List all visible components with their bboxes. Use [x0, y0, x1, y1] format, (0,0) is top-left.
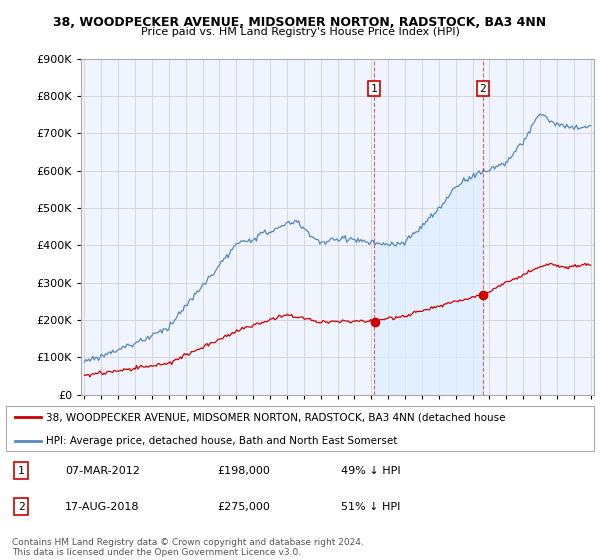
Text: Contains HM Land Registry data © Crown copyright and database right 2024.
This d: Contains HM Land Registry data © Crown c… — [12, 538, 364, 557]
Text: 49% ↓ HPI: 49% ↓ HPI — [341, 465, 401, 475]
Text: 1: 1 — [18, 465, 25, 475]
Text: HPI: Average price, detached house, Bath and North East Somerset: HPI: Average price, detached house, Bath… — [46, 436, 397, 446]
FancyBboxPatch shape — [6, 406, 594, 451]
Text: 51% ↓ HPI: 51% ↓ HPI — [341, 502, 401, 512]
Text: 38, WOODPECKER AVENUE, MIDSOMER NORTON, RADSTOCK, BA3 4NN (detached house: 38, WOODPECKER AVENUE, MIDSOMER NORTON, … — [46, 412, 505, 422]
Text: 07-MAR-2012: 07-MAR-2012 — [65, 465, 140, 475]
Text: 2: 2 — [18, 502, 25, 512]
Text: 2: 2 — [479, 83, 487, 94]
Text: Price paid vs. HM Land Registry's House Price Index (HPI): Price paid vs. HM Land Registry's House … — [140, 27, 460, 37]
Text: 17-AUG-2018: 17-AUG-2018 — [65, 502, 139, 512]
Text: £198,000: £198,000 — [218, 465, 271, 475]
Text: 1: 1 — [371, 83, 377, 94]
Text: £275,000: £275,000 — [218, 502, 271, 512]
Text: 38, WOODPECKER AVENUE, MIDSOMER NORTON, RADSTOCK, BA3 4NN: 38, WOODPECKER AVENUE, MIDSOMER NORTON, … — [53, 16, 547, 29]
